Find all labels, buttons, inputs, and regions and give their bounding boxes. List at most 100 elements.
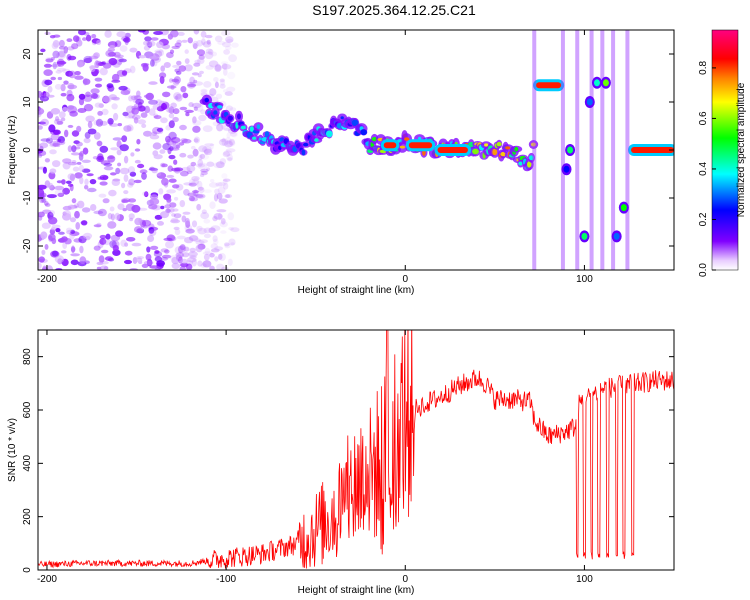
noise-speck <box>165 135 171 143</box>
noise-speck <box>80 220 88 225</box>
noise-speck <box>193 30 200 35</box>
noise-speck <box>187 37 193 44</box>
noise-speck <box>65 180 72 184</box>
noise-speck <box>137 119 147 125</box>
snr-xlabel: Height of straight line (km) <box>298 585 415 596</box>
noise-speck <box>113 51 121 58</box>
noise-speck <box>114 40 122 48</box>
snr-marks <box>38 330 674 569</box>
noise-speck <box>199 153 206 160</box>
noise-speck <box>91 39 97 46</box>
noise-speck <box>181 138 192 144</box>
noise-speck <box>93 119 102 126</box>
noise-speck <box>70 253 80 257</box>
noise-speck <box>166 207 173 215</box>
noise-speck <box>184 58 190 64</box>
noise-speck <box>44 31 51 35</box>
noise-speck <box>213 77 219 82</box>
noise-speck <box>52 40 60 48</box>
noise-speck <box>38 90 43 98</box>
noise-speck <box>115 230 124 237</box>
noise-speck <box>188 182 197 187</box>
trace-blob <box>531 142 536 147</box>
spectrogram-ylabel: Frequency (Hz) <box>7 116 18 185</box>
noise-speck <box>141 219 152 227</box>
noise-speck <box>60 83 66 92</box>
noise-speck <box>56 60 67 65</box>
noise-speck <box>154 214 163 220</box>
colorbar-scale <box>711 29 739 271</box>
noise-speck <box>166 52 174 59</box>
burst-blob <box>620 204 627 212</box>
noise-speck <box>149 134 160 140</box>
noise-speck <box>73 35 80 42</box>
noise-speck <box>88 55 99 60</box>
noise-speck <box>148 228 157 237</box>
noise-speck <box>84 184 89 190</box>
noise-speck <box>230 130 239 138</box>
noise-speck <box>67 55 77 61</box>
noise-speck <box>228 138 235 146</box>
noise-speck <box>91 34 97 39</box>
noise-speck <box>73 203 80 209</box>
noise-speck <box>214 35 223 43</box>
noise-speck <box>193 177 200 186</box>
noise-speck <box>156 172 162 177</box>
noise-speck <box>63 80 69 85</box>
noise-speck <box>209 201 216 209</box>
noise-speck <box>212 238 219 245</box>
noise-speck <box>133 95 142 100</box>
noise-speck <box>83 103 94 112</box>
noise-speck <box>46 194 57 199</box>
noise-speck <box>71 198 77 204</box>
noise-speck <box>60 92 67 97</box>
trace-blob <box>303 142 309 147</box>
noise-speck <box>194 59 201 64</box>
noise-speck <box>181 252 190 258</box>
noise-speck <box>210 179 215 183</box>
noise-speck <box>200 31 207 38</box>
noise-speck <box>74 146 81 150</box>
trace-blob <box>252 136 257 140</box>
noise-speck <box>58 111 66 119</box>
noise-speck <box>78 164 85 172</box>
trace-blob <box>492 148 498 156</box>
noise-speck <box>141 172 147 180</box>
noise-speck <box>39 192 47 198</box>
noise-speck <box>136 228 143 234</box>
noise-speck <box>203 227 212 234</box>
noise-speck <box>44 203 51 207</box>
noise-speck <box>122 111 129 117</box>
noise-speck <box>95 83 102 88</box>
noise-speck <box>181 39 188 43</box>
noise-speck <box>51 63 61 68</box>
noise-speck <box>83 57 92 64</box>
noise-speck <box>186 165 196 172</box>
burst-blob <box>613 232 620 240</box>
noise-speck <box>184 49 189 54</box>
noise-speck <box>206 161 215 167</box>
noise-speck <box>229 107 237 112</box>
noise-speck <box>161 177 169 186</box>
noise-speck <box>224 194 231 199</box>
noise-speck <box>63 129 69 138</box>
noise-speck <box>195 193 206 199</box>
noise-speck <box>61 250 67 254</box>
noise-speck <box>129 217 134 222</box>
noise-speck <box>120 89 131 96</box>
noise-speck <box>172 141 180 150</box>
y-tick-label: 0 <box>22 567 33 573</box>
noise-speck <box>189 76 196 85</box>
noise-speck <box>99 120 108 126</box>
noise-speck <box>178 142 185 146</box>
noise-speck <box>98 193 107 198</box>
noise-speck <box>62 187 70 195</box>
trace-blob <box>404 137 410 141</box>
noise-speck <box>43 63 52 68</box>
noise-speck <box>198 186 205 194</box>
noise-speck <box>68 70 76 79</box>
noise-speck <box>93 210 104 215</box>
noise-speck <box>219 83 226 89</box>
noise-speck <box>222 179 228 185</box>
